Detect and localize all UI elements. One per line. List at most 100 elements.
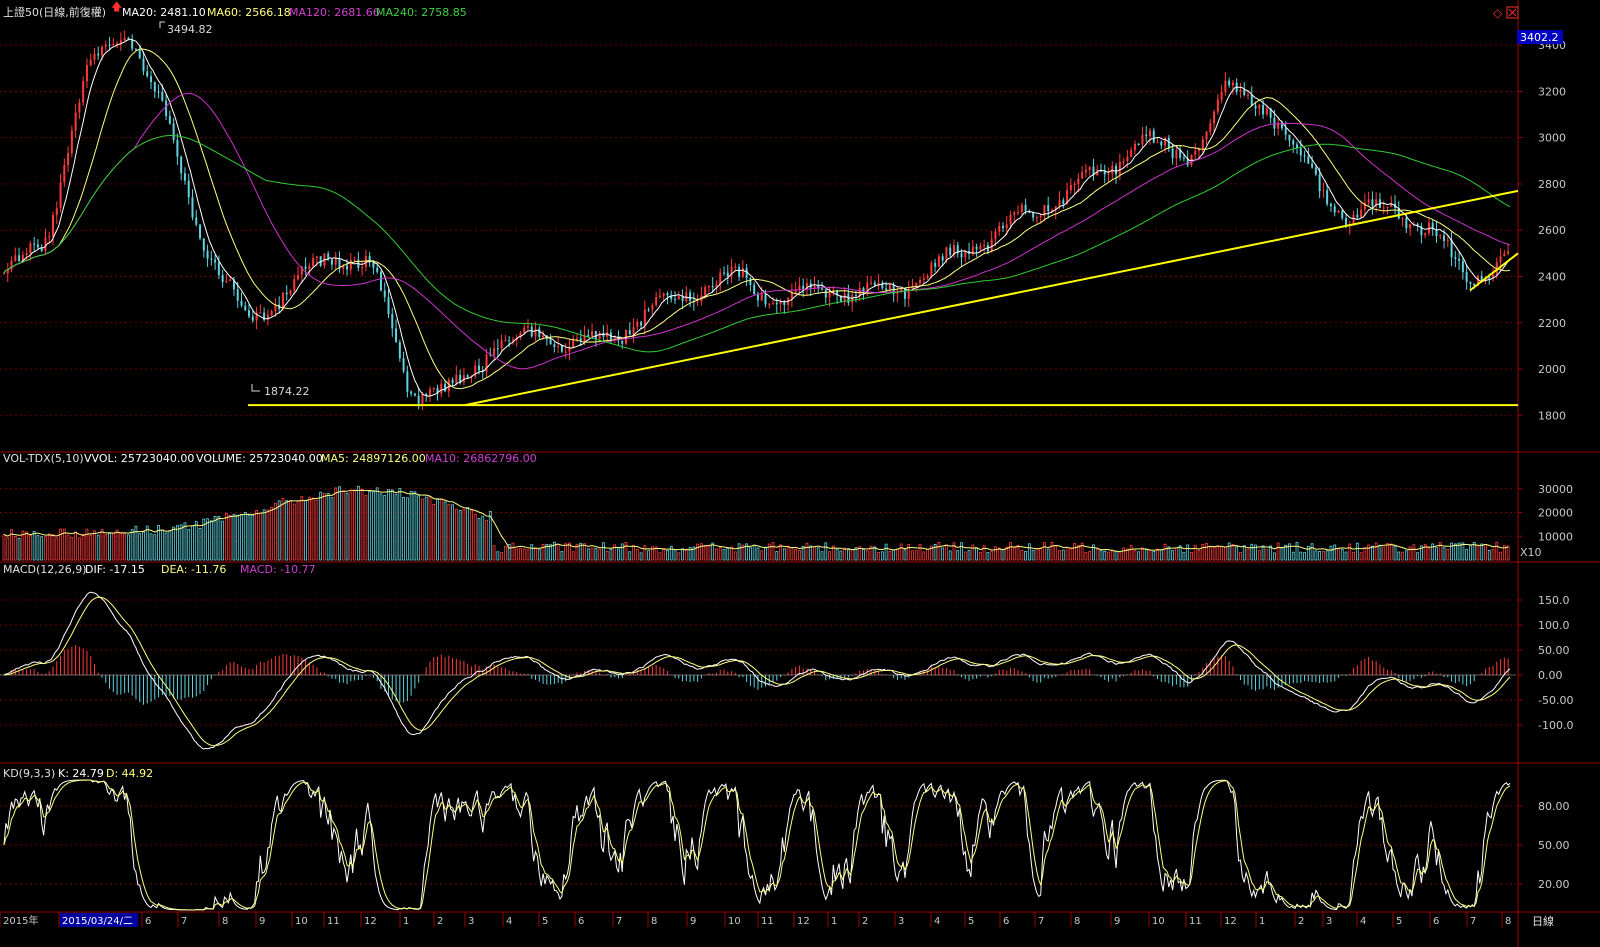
candle-body xyxy=(640,321,643,326)
volume-bar xyxy=(1257,549,1261,561)
candle-body xyxy=(459,374,462,383)
candle-body xyxy=(504,340,507,342)
volume-bar xyxy=(749,547,752,561)
candle-body xyxy=(636,321,639,327)
volume-bar xyxy=(500,552,504,561)
volume-bar xyxy=(1442,547,1446,561)
volume-bar xyxy=(28,534,32,561)
volume-bar xyxy=(481,515,485,561)
volume-bar xyxy=(319,491,323,561)
volume-bar xyxy=(1171,550,1175,561)
volume-bar xyxy=(1420,545,1423,561)
time-label: 10 xyxy=(728,916,741,927)
volume-panel[interactable] xyxy=(2,485,1510,561)
candle-body xyxy=(1039,215,1042,218)
candle-body xyxy=(741,268,744,277)
candle-body xyxy=(613,336,616,341)
volume-bar xyxy=(590,547,594,561)
volume-bar xyxy=(609,548,613,561)
candle-body xyxy=(583,334,586,341)
kd-panel[interactable] xyxy=(3,779,1511,911)
candle-body xyxy=(187,180,190,198)
time-label: 5 xyxy=(968,916,974,927)
time-label: 9 xyxy=(690,916,696,927)
volume-bar xyxy=(1197,550,1201,561)
candle-body xyxy=(1013,212,1016,215)
candle-body xyxy=(78,102,81,113)
volume-bar xyxy=(707,545,711,561)
volume-bar xyxy=(1453,543,1457,561)
volume-bar xyxy=(421,498,424,561)
diamond-icon[interactable]: ◇ xyxy=(1493,6,1503,20)
candle-body xyxy=(138,49,141,59)
candle-body xyxy=(263,312,266,320)
volume-bar xyxy=(277,500,281,561)
candle-body xyxy=(983,245,986,247)
volume-bar xyxy=(1246,548,1250,561)
candle-body xyxy=(97,53,100,56)
candle-body xyxy=(1017,211,1020,213)
candle-body xyxy=(1077,178,1080,184)
candle-body xyxy=(413,393,416,396)
volume-bar xyxy=(662,548,666,561)
volume-bar xyxy=(149,533,153,561)
volume-bar xyxy=(194,521,198,561)
candle-body xyxy=(523,327,526,334)
volume-bar xyxy=(865,550,869,561)
candle-body xyxy=(1262,104,1265,115)
time-label: 7 xyxy=(1470,916,1476,927)
candle-body xyxy=(195,217,198,225)
price-panel[interactable] xyxy=(3,21,1519,411)
macd-tick-label: -100.0 xyxy=(1538,719,1573,732)
volume-bar xyxy=(172,526,176,561)
volume-bar xyxy=(402,496,405,561)
candle-body xyxy=(1175,149,1178,159)
volume-bar xyxy=(228,515,232,561)
candle-body xyxy=(858,287,861,296)
volume-bar xyxy=(36,535,40,561)
volume-bar xyxy=(1404,550,1408,561)
volume-bar xyxy=(1092,544,1095,561)
volume-bar xyxy=(658,552,662,561)
volume-bar xyxy=(488,510,492,561)
candle-body xyxy=(36,244,39,248)
volume-bar xyxy=(6,537,10,561)
candle-body xyxy=(1303,155,1306,157)
volume-bar xyxy=(221,520,225,561)
candle-body xyxy=(1277,122,1280,129)
volume-bar xyxy=(398,488,402,561)
candle-body xyxy=(734,266,737,268)
candle-body xyxy=(153,82,156,92)
volume-bar xyxy=(1321,551,1325,561)
volume-bar xyxy=(292,503,296,561)
volume-bar xyxy=(933,543,937,561)
candle-body xyxy=(964,251,967,258)
volume-bar xyxy=(613,544,617,561)
time-label: 12 xyxy=(1224,916,1237,927)
candle-body xyxy=(1322,190,1325,192)
volume-bar xyxy=(696,543,700,561)
volume-bar xyxy=(888,551,892,561)
volume-bar xyxy=(1502,545,1506,561)
period-label[interactable]: 日線 xyxy=(1532,914,1554,928)
volume-bar xyxy=(722,549,726,561)
period-box xyxy=(1520,913,1600,947)
candle-body xyxy=(1133,143,1136,151)
candle-body xyxy=(1461,260,1464,273)
volume-bar xyxy=(349,491,353,561)
candle-body xyxy=(1179,149,1182,158)
time-label: 10 xyxy=(1152,916,1165,927)
candle-body xyxy=(756,294,759,301)
volume-bar xyxy=(643,545,647,561)
low-annotation: 1874.22 xyxy=(264,385,310,398)
macd-panel[interactable] xyxy=(0,591,1516,750)
candle-body xyxy=(1216,99,1219,112)
candle-body xyxy=(1145,134,1148,137)
close-icon[interactable] xyxy=(1506,6,1519,19)
candle-body xyxy=(1054,206,1057,211)
candle-body xyxy=(662,293,665,296)
candle-body xyxy=(1035,217,1038,219)
volume-bar xyxy=(545,543,549,561)
candle-body xyxy=(451,379,454,384)
